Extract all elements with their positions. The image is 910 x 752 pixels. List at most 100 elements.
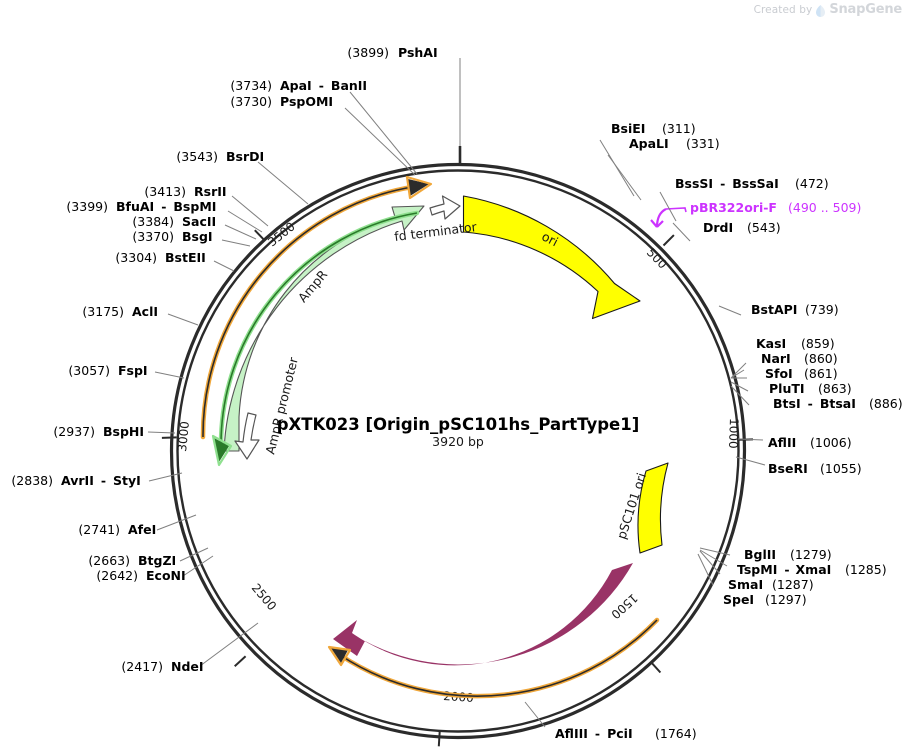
svg-text:BstEII: BstEII xyxy=(165,250,206,265)
snapgene-watermark: Created by SnapGene xyxy=(753,2,903,17)
feature-rep101[interactable]: Rep101 xyxy=(333,563,633,666)
site-label: (3057) FspI xyxy=(68,363,147,378)
svg-text:BsrDI: BsrDI xyxy=(226,149,264,164)
svg-text:(3399): (3399) xyxy=(66,199,108,214)
tick-label: 3000 xyxy=(175,421,192,453)
site-label-top[interactable]: (3899) PshAI xyxy=(347,45,437,60)
svg-text:(2663): (2663) xyxy=(88,553,130,568)
site-labels-right[interactable]: BsiEI (311) ApaLI (331) BssSI - BssSaI (47… xyxy=(611,121,903,607)
svg-text:AvrII-StyI: AvrII - StyI xyxy=(61,473,141,488)
svg-text:BfuAI-BspMI: BfuAI - BspMI xyxy=(116,199,216,214)
site-label: BtsI - BtsaI (886) xyxy=(773,396,903,411)
site-enzyme: PshAI xyxy=(398,45,438,60)
svg-text:BsiEI: BsiEI xyxy=(611,121,645,136)
svg-text:(472): (472) xyxy=(795,176,829,191)
svg-text:(3304): (3304) xyxy=(115,250,157,265)
feature-ori[interactable]: ori xyxy=(462,195,641,320)
svg-text:(1279): (1279) xyxy=(790,547,832,562)
watermark-prefix: Created by xyxy=(753,3,813,16)
site-label: (2838) AvrII - StyI xyxy=(11,473,140,488)
site-label: BssSI - BssSaI (472) xyxy=(675,176,829,191)
svg-text:(490 .. 509): (490 .. 509) xyxy=(788,200,861,215)
svg-text:ApaI-BanII: ApaI - BanII xyxy=(280,78,367,93)
primer-orange-lower xyxy=(327,617,660,699)
site-label: AflII (1006) xyxy=(768,435,852,450)
site-label: (3384) SacII xyxy=(132,214,216,229)
axis-ticks: 500 1000 1500 2000 2500 xyxy=(161,219,754,747)
svg-text:BsgI: BsgI xyxy=(182,229,213,244)
feature-psc101-ori[interactable]: pSC101 ori xyxy=(614,462,669,554)
site-label-bottom[interactable]: AflIII - PciI (1764) xyxy=(555,726,697,741)
site-label: (2937) BspHI xyxy=(53,424,144,439)
svg-text:PshAI: PshAI xyxy=(398,45,438,60)
tick-label: 500 xyxy=(644,245,670,271)
site-label: (2741) AfeI xyxy=(78,522,156,537)
site-label: ApaLI (331) xyxy=(629,136,720,151)
site-label: (3734) ApaI - BanII xyxy=(230,78,367,93)
site-labels-left[interactable]: (3734) ApaI - BanII (3730) PspOMI (3543) B… xyxy=(11,78,367,674)
svg-text:PspOMI: PspOMI xyxy=(280,94,333,109)
svg-text:(2741): (2741) xyxy=(78,522,120,537)
feature-label: AmpR promoter xyxy=(262,355,301,456)
svg-text:BtgZI: BtgZI xyxy=(138,553,176,568)
svg-text:(861): (861) xyxy=(804,366,838,381)
site-label: (3399) BfuAI - BspMI xyxy=(66,199,216,214)
svg-text:EcoNI: EcoNI xyxy=(146,568,186,583)
site-label: (2663) BtgZI xyxy=(88,553,176,568)
svg-text:(3175): (3175) xyxy=(82,304,124,319)
svg-text:SfoI: SfoI xyxy=(765,366,793,381)
svg-text:AflII: AflII xyxy=(768,435,796,450)
svg-text:pBR322ori-F: pBR322ori-F xyxy=(690,200,777,215)
svg-text:(3543): (3543) xyxy=(176,149,218,164)
tick-label: 1000 xyxy=(726,418,741,449)
svg-text:(1285): (1285) xyxy=(845,562,887,577)
svg-text:(3734): (3734) xyxy=(230,78,272,93)
feature-label: Rep101 xyxy=(467,621,516,643)
svg-text:(1287): (1287) xyxy=(772,577,814,592)
svg-text:(311): (311) xyxy=(662,121,696,136)
external-feature-label[interactable]: pBR322ori-F (490 .. 509) xyxy=(690,200,861,215)
svg-text:(3057): (3057) xyxy=(68,363,110,378)
svg-text:FspI: FspI xyxy=(118,363,148,378)
svg-text:(1055): (1055) xyxy=(820,461,862,476)
external-feature-pbr322ori-f[interactable] xyxy=(650,207,687,228)
svg-text:RsrII: RsrII xyxy=(194,184,227,199)
svg-text:AflIII-PciI: AflIII - PciI xyxy=(555,726,633,741)
primer-green-upper xyxy=(211,210,420,467)
watermark-brand: SnapGene xyxy=(829,2,902,17)
svg-text:SmaI: SmaI xyxy=(728,577,763,592)
tick-3000: 3000 xyxy=(161,421,192,453)
svg-text:SacII: SacII xyxy=(182,214,216,229)
svg-text:BtsI-BtsaI: BtsI - BtsaI xyxy=(773,396,856,411)
site-label: BseRI (1055) xyxy=(768,461,862,476)
svg-text:(543): (543) xyxy=(747,220,781,235)
svg-text:(3413): (3413) xyxy=(144,184,186,199)
svg-text:(3899): (3899) xyxy=(347,45,389,60)
plasmid-size: 3920 bp xyxy=(432,434,484,449)
site-label: DrdI (543) xyxy=(703,220,781,235)
site-label: SmaI (1287) xyxy=(728,577,814,592)
site-label: (3730) PspOMI xyxy=(230,94,333,109)
snapgene-logo-icon xyxy=(816,4,826,17)
svg-text:(331): (331) xyxy=(686,136,720,151)
site-label: KasI (859) xyxy=(756,336,835,351)
site-label: (3304) BstEII xyxy=(115,250,205,265)
tick-label: 1500 xyxy=(608,591,640,622)
feature-label: AmpR xyxy=(295,267,331,305)
svg-text:AclI: AclI xyxy=(132,304,158,319)
site-label: BsiEI (311) xyxy=(611,121,696,136)
svg-text:(859): (859) xyxy=(801,336,835,351)
svg-text:(3730): (3730) xyxy=(230,94,272,109)
svg-text:PluTI: PluTI xyxy=(769,381,805,396)
svg-text:(739): (739) xyxy=(805,302,839,317)
feature-label: ori xyxy=(539,229,560,250)
site-label: BglII (1279) xyxy=(744,547,832,562)
site-label: (3413) RsrII xyxy=(144,184,226,199)
svg-text:(1764): (1764) xyxy=(655,726,697,741)
tick-label: 2500 xyxy=(249,581,279,613)
svg-text:(886): (886) xyxy=(869,396,903,411)
site-label: SpeI (1297) xyxy=(723,592,807,607)
svg-text:(860): (860) xyxy=(804,351,838,366)
